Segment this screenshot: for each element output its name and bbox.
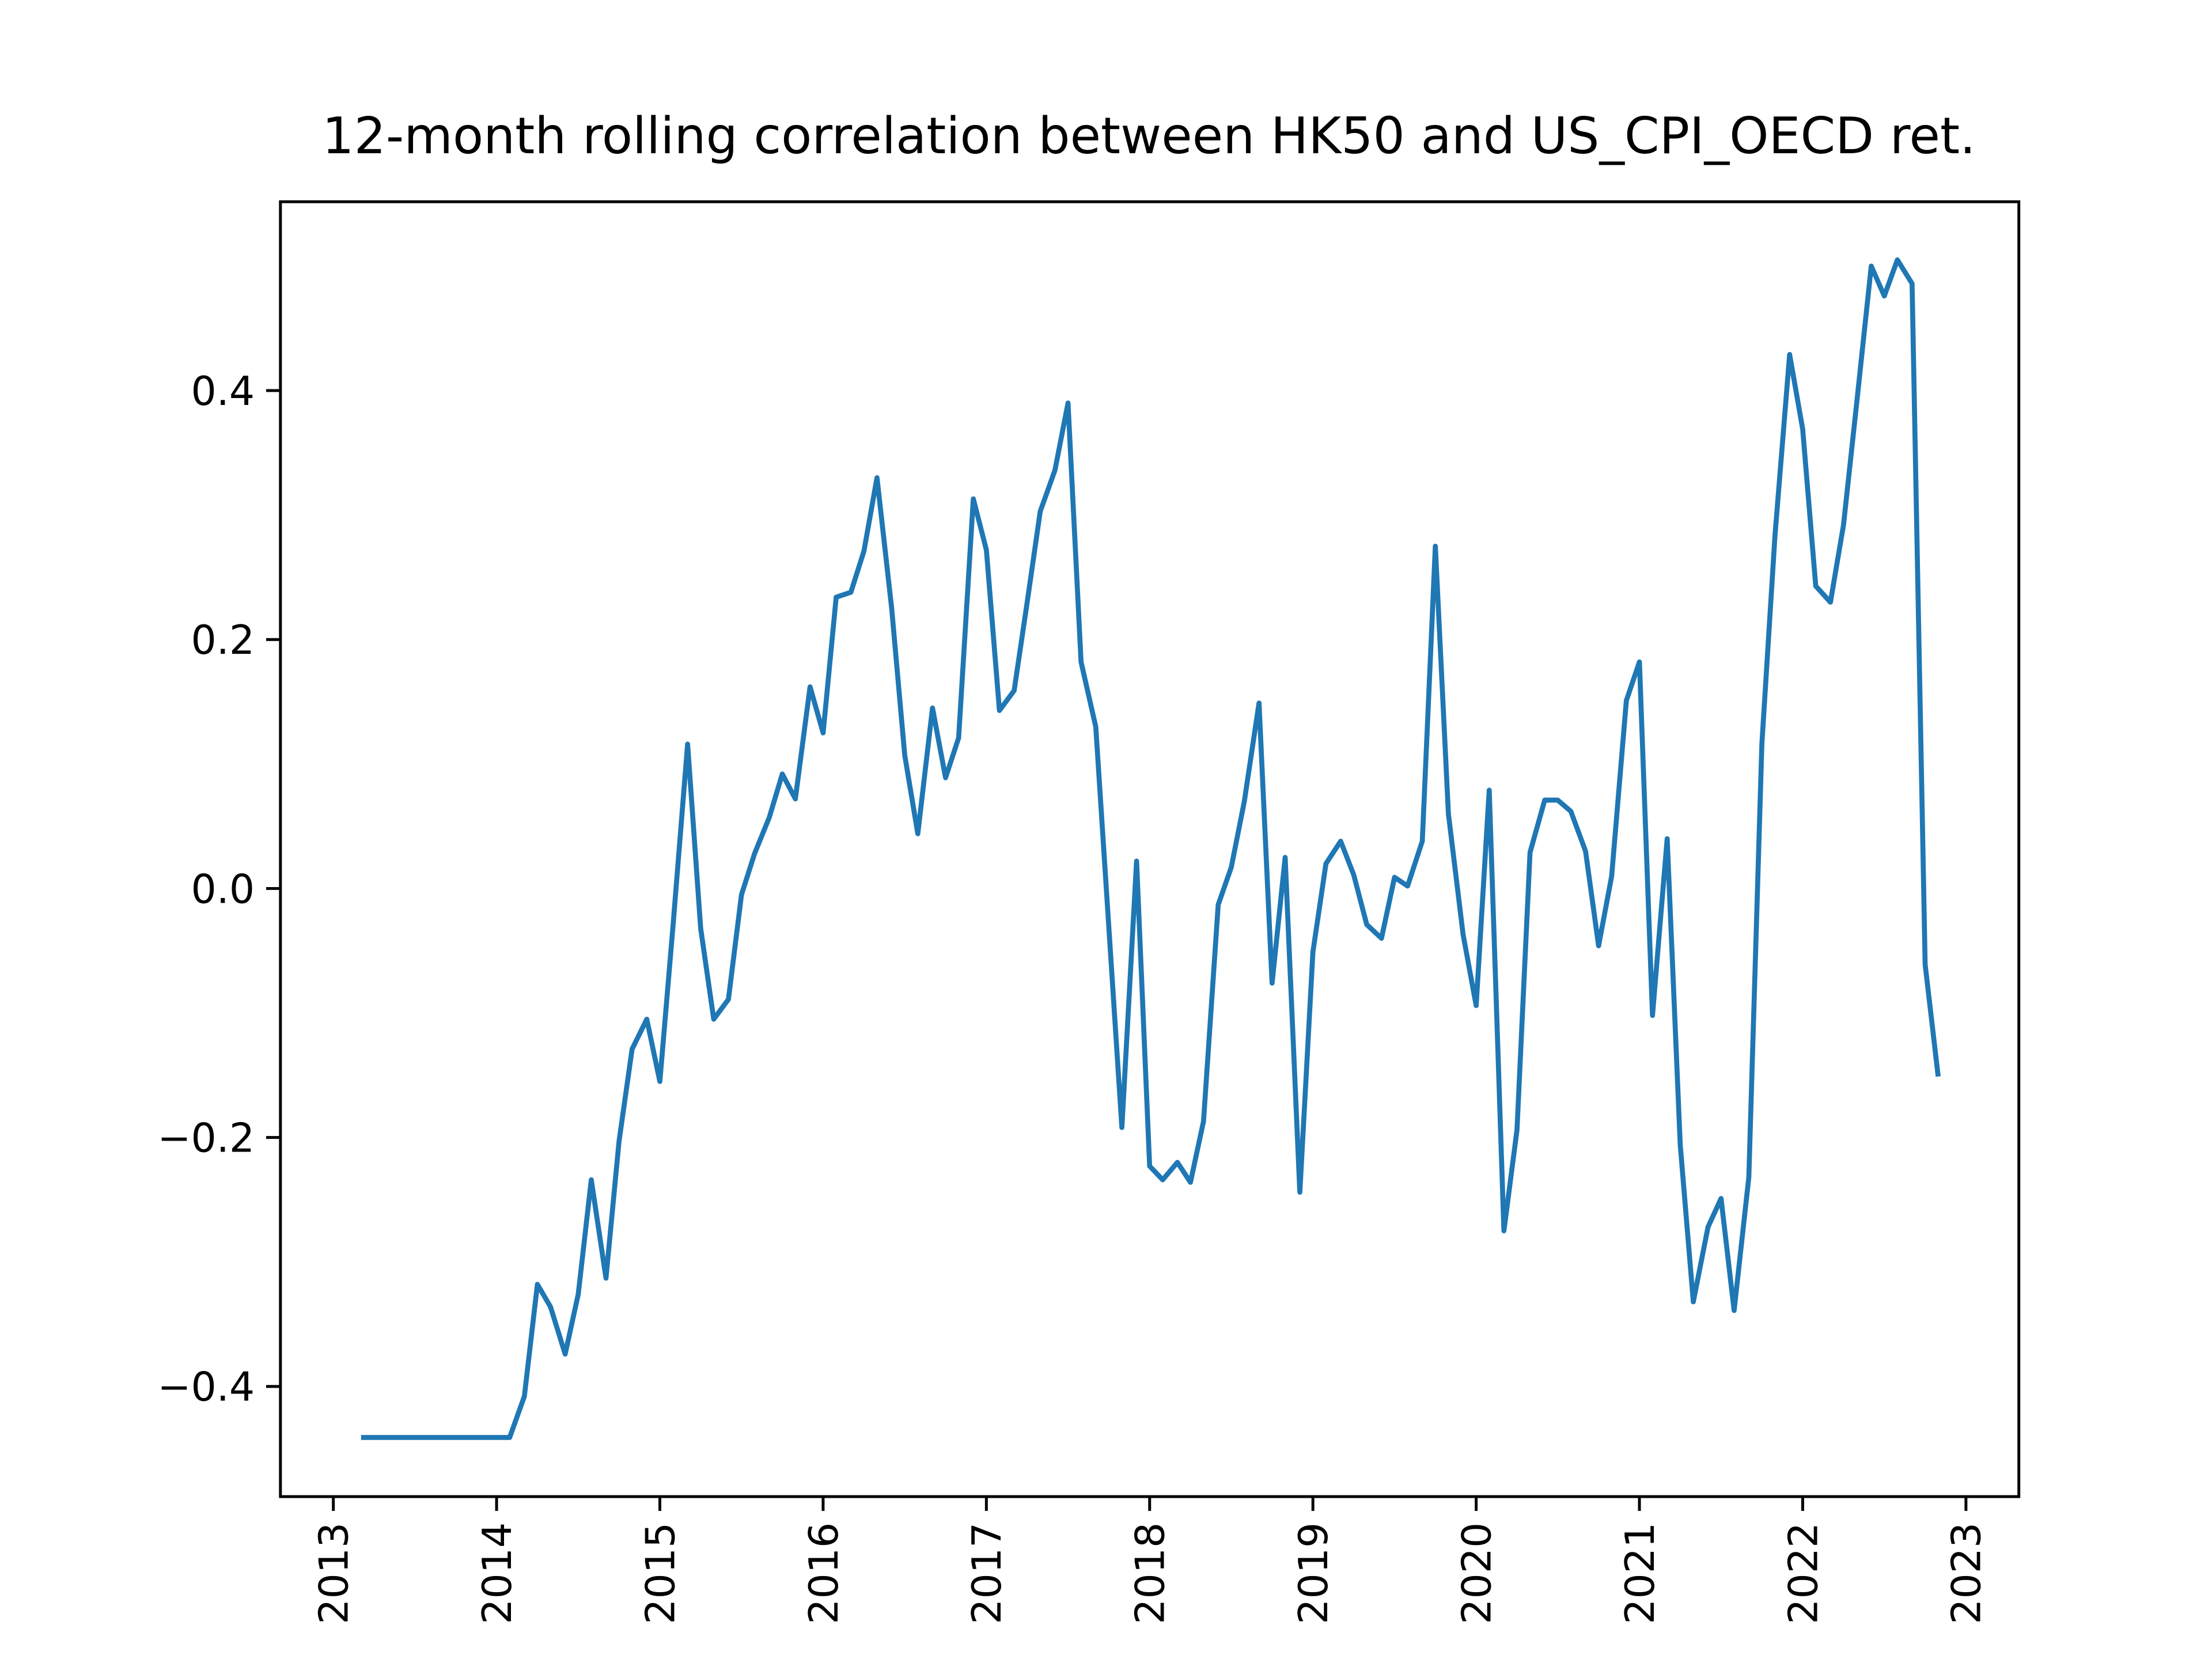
x-tick-label: 2016 bbox=[801, 1522, 847, 1624]
x-tick-label: 2018 bbox=[1127, 1522, 1174, 1624]
line-series bbox=[361, 257, 1941, 1440]
x-tick-label: 2022 bbox=[1780, 1522, 1827, 1624]
plot-frame bbox=[279, 200, 2021, 1498]
x-tick-label: 2014 bbox=[474, 1522, 521, 1624]
y-tick-label: −0.4 bbox=[157, 1364, 255, 1411]
x-tick-label: 2019 bbox=[1290, 1522, 1337, 1624]
y-tick-label: 0.0 bbox=[191, 866, 255, 912]
chart-title: 12-month rolling correlation between HK5… bbox=[322, 107, 1975, 165]
x-tick-label: 2023 bbox=[1944, 1522, 1990, 1624]
x-tick-label: 2015 bbox=[637, 1522, 684, 1624]
x-tick-label: 2021 bbox=[1617, 1522, 1664, 1624]
x-tick-label: 2013 bbox=[310, 1522, 357, 1624]
y-tick-label: −0.2 bbox=[157, 1115, 255, 1161]
x-tick-label: 2020 bbox=[1453, 1522, 1500, 1624]
x-tick-label: 2017 bbox=[964, 1522, 1010, 1624]
y-tick-label: 0.4 bbox=[191, 368, 255, 415]
y-tick-label: 0.2 bbox=[191, 617, 255, 664]
